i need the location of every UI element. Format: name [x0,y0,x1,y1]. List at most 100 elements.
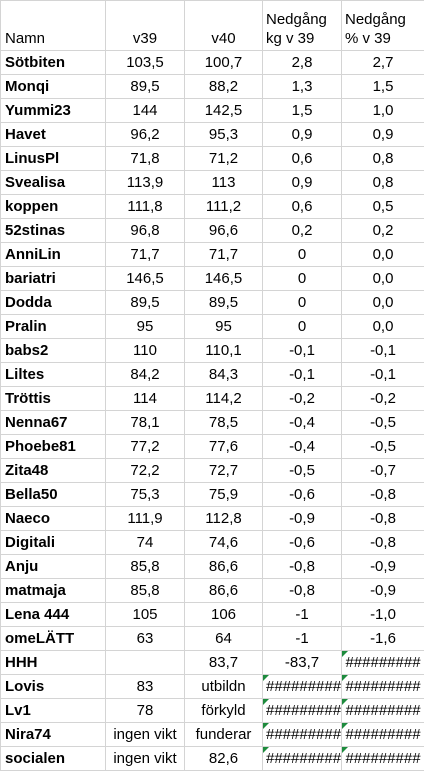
cell-name[interactable]: Sötbiten [1,51,106,75]
cell-v40[interactable]: 100,7 [185,51,263,75]
cell-loss-pct[interactable]: 1,5 [342,75,424,99]
cell-v40[interactable]: 71,7 [185,243,263,267]
cell-v40[interactable]: 64 [185,627,263,651]
cell-v39[interactable]: 63 [106,627,185,651]
cell-loss-pct[interactable]: -1,6 [342,627,424,651]
cell-v40[interactable]: 77,6 [185,435,263,459]
cell-v40[interactable]: 96,6 [185,219,263,243]
cell-loss-pct[interactable]: 0,8 [342,171,424,195]
cell-loss-pct[interactable]: 0,2 [342,219,424,243]
cell-loss-pct[interactable]: 0,0 [342,243,424,267]
cell-loss-pct[interactable]: -0,8 [342,507,424,531]
cell-v40[interactable]: funderar [185,723,263,747]
cell-loss-pct[interactable]: ######### [342,675,424,699]
cell-v40[interactable]: 95 [185,315,263,339]
cell-loss-pct[interactable]: 0,0 [342,315,424,339]
cell-loss-kg[interactable]: -0,4 [263,411,342,435]
cell-name[interactable]: AnniLin [1,243,106,267]
cell-v39[interactable]: 77,2 [106,435,185,459]
cell-v39[interactable]: 85,8 [106,579,185,603]
cell-loss-kg[interactable]: 0 [263,267,342,291]
header-loss-kg[interactable]: Nedgång kg v 39 [263,1,342,51]
cell-name[interactable]: Anju [1,555,106,579]
cell-loss-pct[interactable]: ######### [342,723,424,747]
cell-name[interactable]: Zita48 [1,459,106,483]
cell-name[interactable]: Havet [1,123,106,147]
cell-name[interactable]: Tröttis [1,387,106,411]
cell-loss-kg[interactable]: -0,4 [263,435,342,459]
cell-loss-kg[interactable]: 0,2 [263,219,342,243]
cell-loss-pct[interactable]: 0,9 [342,123,424,147]
cell-v40[interactable]: 112,8 [185,507,263,531]
cell-loss-pct[interactable]: 1,0 [342,99,424,123]
cell-loss-kg[interactable]: ######### [263,675,342,699]
cell-loss-kg[interactable]: -0,2 [263,387,342,411]
cell-loss-kg[interactable]: -0,8 [263,579,342,603]
cell-loss-kg[interactable]: ######### [263,747,342,771]
cell-v40[interactable]: 113 [185,171,263,195]
cell-loss-pct[interactable]: -0,5 [342,411,424,435]
cell-name[interactable]: koppen [1,195,106,219]
cell-loss-kg[interactable]: -0,1 [263,363,342,387]
cell-v39[interactable]: 78 [106,699,185,723]
cell-v40[interactable]: 142,5 [185,99,263,123]
cell-loss-pct[interactable]: ######### [342,651,424,675]
cell-v39[interactable]: 110 [106,339,185,363]
cell-v39[interactable]: 146,5 [106,267,185,291]
cell-loss-pct[interactable]: ######### [342,747,424,771]
cell-v40[interactable]: 78,5 [185,411,263,435]
cell-v39[interactable]: 72,2 [106,459,185,483]
cell-loss-pct[interactable]: 0,5 [342,195,424,219]
cell-v39[interactable]: 75,3 [106,483,185,507]
cell-loss-pct[interactable]: -0,2 [342,387,424,411]
cell-v39[interactable]: ingen vikt [106,723,185,747]
cell-loss-kg[interactable]: 0,9 [263,171,342,195]
cell-name[interactable]: Nenna67 [1,411,106,435]
cell-loss-pct[interactable]: -0,9 [342,579,424,603]
cell-loss-pct[interactable]: 0,0 [342,267,424,291]
cell-name[interactable]: Digitali [1,531,106,555]
cell-name[interactable]: Liltes [1,363,106,387]
cell-name[interactable]: Svealisa [1,171,106,195]
cell-v40[interactable]: 110,1 [185,339,263,363]
cell-loss-kg[interactable]: ######### [263,699,342,723]
cell-loss-pct[interactable]: -0,1 [342,363,424,387]
cell-v40[interactable]: 95,3 [185,123,263,147]
cell-loss-kg[interactable]: 1,5 [263,99,342,123]
cell-loss-kg[interactable]: 1,3 [263,75,342,99]
cell-v39[interactable]: 74 [106,531,185,555]
cell-loss-kg[interactable]: 0,6 [263,147,342,171]
cell-name[interactable]: Monqi [1,75,106,99]
cell-v39[interactable]: 89,5 [106,291,185,315]
cell-loss-kg[interactable]: -0,9 [263,507,342,531]
cell-v39[interactable]: 84,2 [106,363,185,387]
cell-v40[interactable]: 84,3 [185,363,263,387]
cell-v39[interactable]: 96,2 [106,123,185,147]
cell-v40[interactable]: 146,5 [185,267,263,291]
cell-loss-kg[interactable]: -83,7 [263,651,342,675]
cell-v40[interactable]: 89,5 [185,291,263,315]
cell-loss-kg[interactable]: 0 [263,291,342,315]
cell-v39[interactable]: 103,5 [106,51,185,75]
cell-name[interactable]: Lv1 [1,699,106,723]
cell-loss-pct[interactable]: -0,9 [342,555,424,579]
cell-v39[interactable]: 89,5 [106,75,185,99]
cell-v40[interactable]: 74,6 [185,531,263,555]
cell-v39[interactable]: 78,1 [106,411,185,435]
cell-loss-kg[interactable]: -1 [263,627,342,651]
cell-loss-pct[interactable]: 0,0 [342,291,424,315]
cell-v39[interactable]: 113,9 [106,171,185,195]
cell-name[interactable]: HHH [1,651,106,675]
cell-v40[interactable]: utbildn [185,675,263,699]
cell-loss-pct[interactable]: -0,8 [342,483,424,507]
cell-name[interactable]: Lena 444 [1,603,106,627]
header-name[interactable]: Namn [1,1,106,51]
cell-name[interactable]: Naeco [1,507,106,531]
cell-loss-pct[interactable]: -0,8 [342,531,424,555]
cell-v39[interactable]: 114 [106,387,185,411]
cell-loss-pct[interactable]: -0,5 [342,435,424,459]
cell-loss-pct[interactable]: ######### [342,699,424,723]
header-loss-pct[interactable]: Nedgång % v 39 [342,1,424,51]
cell-v39[interactable]: 95 [106,315,185,339]
cell-name[interactable]: socialen [1,747,106,771]
